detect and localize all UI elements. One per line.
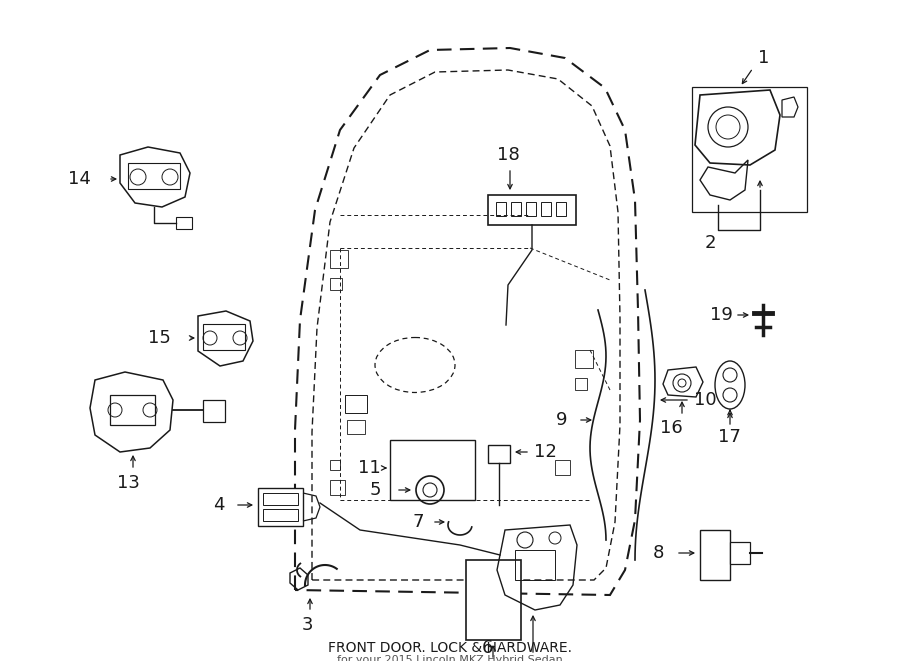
Text: FRONT DOOR. LOCK & HARDWARE.: FRONT DOOR. LOCK & HARDWARE. xyxy=(328,641,572,655)
Text: 14: 14 xyxy=(68,170,91,188)
Bar xyxy=(511,202,521,216)
Bar xyxy=(541,202,551,216)
Text: 19: 19 xyxy=(710,306,733,324)
Bar xyxy=(515,550,555,580)
Text: for your 2015 Lincoln MKZ Hybrid Sedan: for your 2015 Lincoln MKZ Hybrid Sedan xyxy=(338,655,562,661)
Bar xyxy=(110,395,155,425)
Bar xyxy=(488,445,510,463)
Text: 15: 15 xyxy=(148,329,171,347)
Text: 10: 10 xyxy=(694,391,716,409)
Bar xyxy=(176,217,192,229)
Bar xyxy=(128,163,180,189)
Text: 11: 11 xyxy=(358,459,381,477)
Bar xyxy=(330,250,348,268)
Text: 4: 4 xyxy=(213,496,224,514)
Text: 17: 17 xyxy=(718,428,741,446)
Bar xyxy=(263,493,298,505)
Text: 13: 13 xyxy=(117,474,140,492)
Bar xyxy=(700,530,730,580)
Bar xyxy=(203,400,225,422)
Bar xyxy=(330,278,342,290)
Text: 3: 3 xyxy=(302,616,313,634)
Bar xyxy=(555,460,570,475)
Bar xyxy=(575,350,593,368)
Bar xyxy=(203,324,245,350)
Bar xyxy=(345,395,367,413)
Text: 12: 12 xyxy=(534,443,557,461)
Bar xyxy=(526,202,536,216)
Bar xyxy=(496,202,506,216)
Bar xyxy=(390,440,475,500)
Bar xyxy=(466,560,521,640)
Text: 1: 1 xyxy=(758,49,770,67)
Text: 9: 9 xyxy=(556,411,568,429)
Bar xyxy=(575,378,587,390)
Bar xyxy=(692,87,807,212)
Text: 18: 18 xyxy=(497,146,520,164)
Text: 2: 2 xyxy=(705,234,716,252)
Bar xyxy=(347,420,365,434)
Bar xyxy=(330,460,340,470)
Text: 6: 6 xyxy=(482,639,493,657)
Text: 7: 7 xyxy=(412,513,424,531)
Bar xyxy=(330,480,345,495)
Bar xyxy=(258,488,303,526)
Bar xyxy=(263,509,298,521)
Text: 5: 5 xyxy=(370,481,382,499)
Bar xyxy=(488,195,576,225)
Text: 8: 8 xyxy=(653,544,664,562)
Bar xyxy=(730,542,750,564)
Bar xyxy=(556,202,566,216)
Text: 16: 16 xyxy=(660,419,683,437)
